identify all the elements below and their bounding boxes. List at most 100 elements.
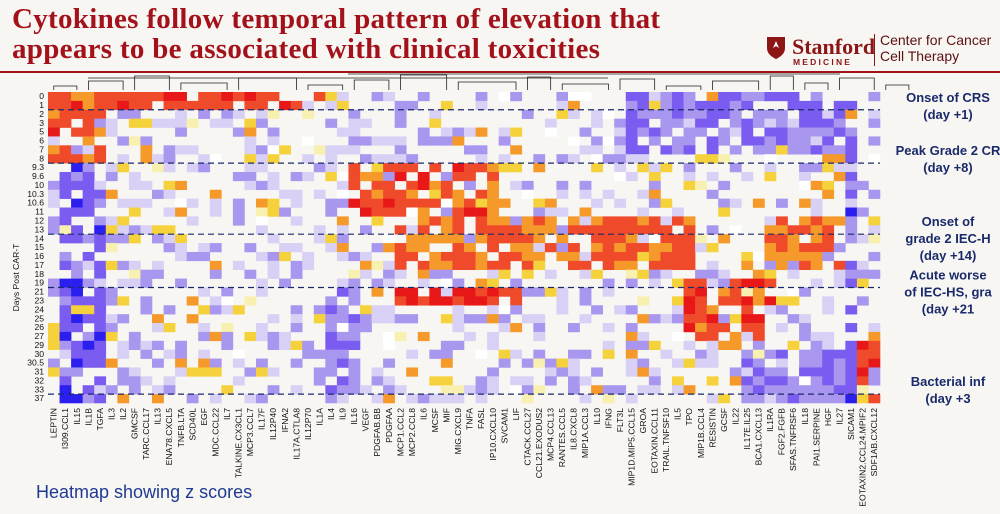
heatmap-cell [833,154,846,164]
heatmap-cell [440,234,453,244]
heatmap-cell [475,225,488,235]
heatmap-cell [822,136,835,146]
heatmap-cell [221,305,234,315]
heatmap-cell [48,331,60,342]
heatmap-cell [787,243,800,253]
heatmap-cell [94,296,107,306]
heatmap-cell [683,109,696,119]
heatmap-cell [544,207,557,217]
heatmap-cell [152,118,164,128]
heatmap-cell [568,358,580,368]
heatmap-cell [394,287,407,297]
heatmap-cell [475,198,488,208]
heatmap-cell [302,136,315,146]
heatmap-cell [556,207,569,217]
heatmap-cell [175,207,187,217]
heatmap-cell [637,251,650,262]
heatmap-cell [672,100,684,111]
heatmap-cell [602,154,615,164]
heatmap-cell [140,296,153,306]
heatmap-cell [48,118,60,128]
heatmap-cell [440,189,453,199]
heatmap-cell [648,243,661,253]
heatmap-cell [175,109,187,119]
heatmap-cell [799,314,811,324]
heatmap-cell [706,136,719,146]
heatmap-cell [105,189,118,199]
heatmap-cell [152,385,164,395]
heatmap-cell [729,118,742,128]
heatmap-cell [683,171,696,182]
heatmap-cell [117,394,130,404]
heatmap-cell [290,323,303,333]
heatmap-cell [776,225,788,235]
heatmap-cell [568,216,580,226]
heatmap-cell [672,136,684,146]
heatmap-cell [232,207,245,217]
heatmap-cell [683,278,696,288]
heatmap-cell [787,145,800,155]
heatmap-cell [602,225,615,235]
heatmap-cell [325,118,338,128]
heatmap-cell [591,163,603,173]
heatmap-cell [591,145,603,155]
heatmap-cell [175,243,187,253]
x-tick-label: IP10.CXCL10 [488,408,498,461]
x-tick-label: IL7 [222,408,232,420]
dendrogram-branch [839,77,875,90]
x-tick-label: IL17E.IL25 [742,408,752,450]
heatmap-cell [417,127,430,137]
heatmap-cell [625,394,638,404]
heatmap-cell [672,216,684,226]
y-tick-label: 15 [34,242,44,252]
x-tick-label: I309.CCL1 [60,408,70,449]
heatmap-cell [209,269,222,279]
heatmap-cell [82,331,95,342]
heatmap-cell [833,385,846,395]
heatmap-cell [94,340,107,350]
heatmap-cell [683,243,696,253]
heatmap-cell [799,243,811,253]
heatmap-cell [82,198,95,208]
heatmap-cell [71,323,83,333]
heatmap-cell [868,136,881,146]
x-tick-label: IL16 [349,408,359,425]
heatmap-cell [845,394,858,404]
heatmap-cell [579,287,592,297]
heatmap-cell [822,296,835,306]
x-tick-label: PDGFAA [384,408,394,443]
heatmap-cell [105,385,118,395]
annotation-label: (day +14) [920,248,977,263]
heatmap-cell [799,323,811,333]
heatmap-cell [741,331,754,342]
heatmap-cell [591,385,603,395]
heatmap-cell [683,287,696,297]
x-tick-label: PDGFAB.BB [372,408,382,457]
heatmap-cell [325,171,338,182]
heatmap-cell [360,385,372,395]
heatmap-cell [776,296,788,306]
heatmap-cell [776,394,788,404]
heatmap-cell [82,394,95,404]
heatmap-cell [325,145,338,155]
heatmap-cell [660,225,673,235]
heatmap-cell [360,260,372,271]
heatmap-cell [71,127,83,137]
heatmap-cell [683,260,696,271]
heatmap-cell [117,109,130,119]
heatmap-cell [729,296,742,306]
heatmap-cell [475,314,488,324]
y-tick-label: 21 [34,287,44,297]
heatmap-cell [475,100,488,111]
heatmap-cell [325,207,338,217]
heatmap-cell [579,314,592,324]
x-tick-label: SVCAM1 [499,408,509,444]
heatmap-cell [383,163,395,173]
heatmap-cell [221,118,234,128]
heatmap-cell [371,198,384,208]
x-tick-label: GMCSF [130,408,140,439]
heatmap-cell [221,109,234,119]
heatmap-cell [625,109,638,119]
heatmap-cell [186,251,199,262]
heatmap-cell [625,278,638,288]
